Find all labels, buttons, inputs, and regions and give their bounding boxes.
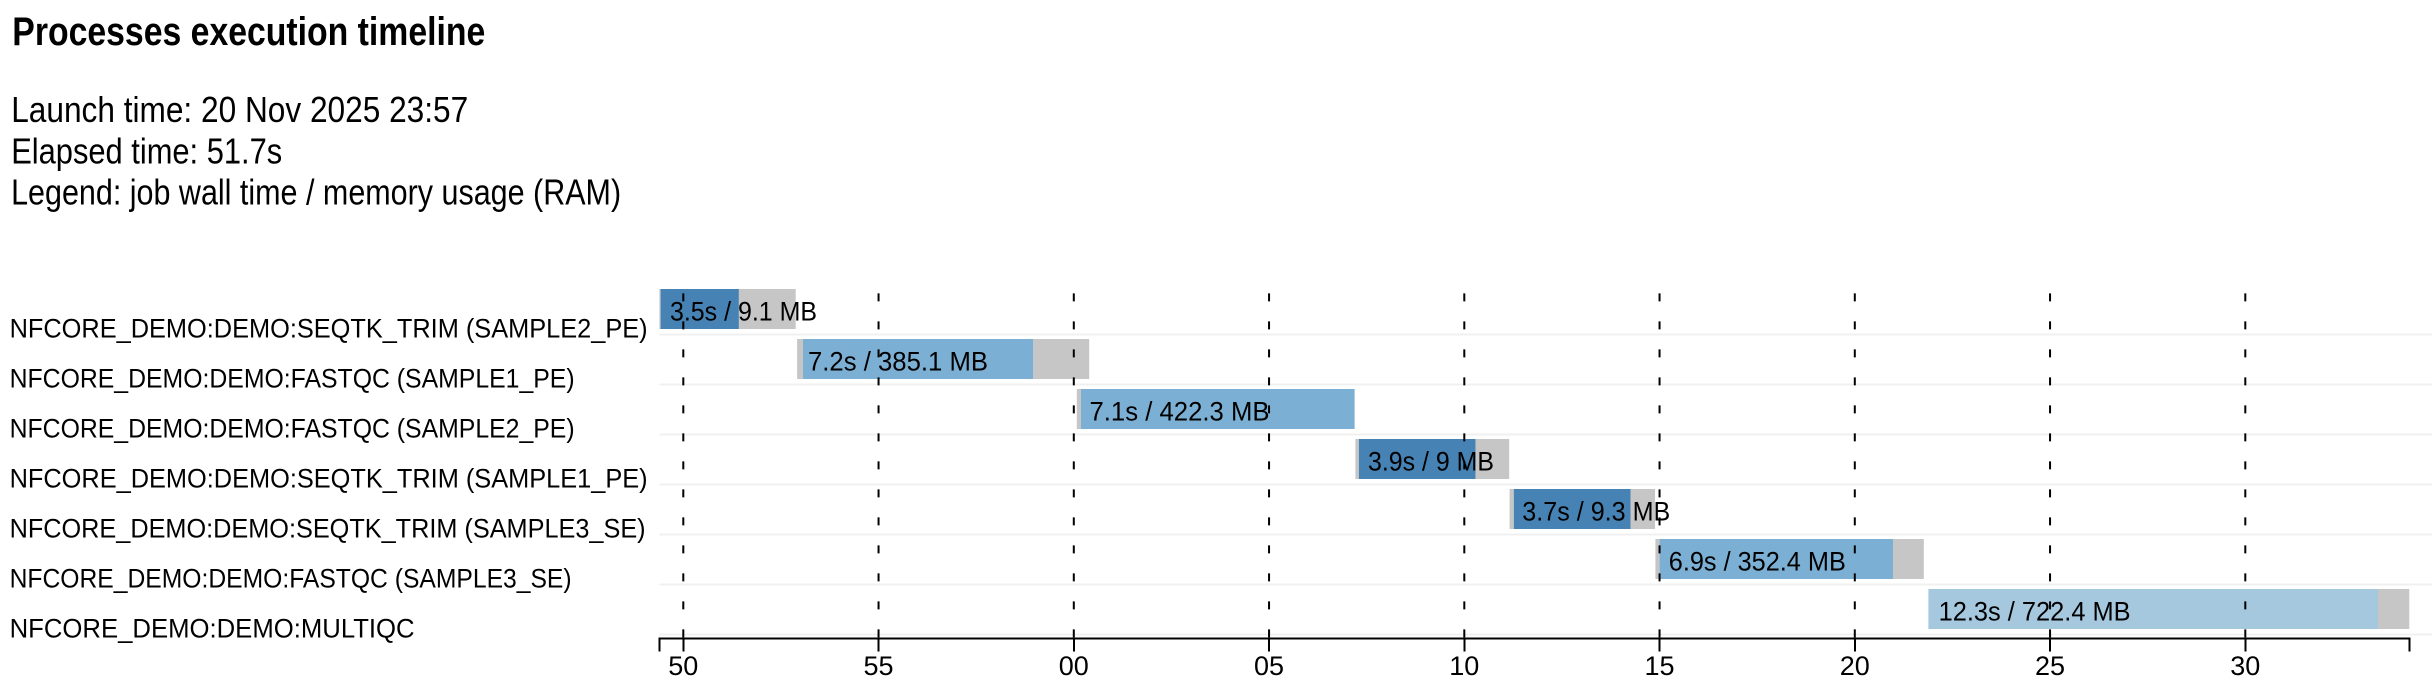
svg-text:NFCORE_DEMO:DEMO:FASTQC (SAMPL: NFCORE_DEMO:DEMO:FASTQC (SAMPLE1_PE) (10, 364, 575, 394)
svg-text:NFCORE_DEMO:DEMO:SEQTK_TRIM (S: NFCORE_DEMO:DEMO:SEQTK_TRIM (SAMPLE1_PE) (10, 464, 648, 494)
svg-text:55: 55 (864, 651, 894, 681)
svg-text:6.9s / 352.4 MB: 6.9s / 352.4 MB (1669, 546, 1846, 576)
svg-text:3.5s / 9.1 MB: 3.5s / 9.1 MB (670, 296, 817, 326)
svg-text:15: 15 (1645, 651, 1675, 681)
svg-text:00: 00 (1059, 651, 1089, 681)
svg-text:Processes execution timeline: Processes execution timeline (12, 10, 485, 54)
svg-text:05: 05 (1254, 651, 1284, 681)
svg-text:25: 25 (2035, 651, 2065, 681)
svg-text:Legend: job wall time / memory: Legend: job wall time / memory usage (RA… (11, 172, 621, 213)
svg-text:NFCORE_DEMO:DEMO:FASTQC (SAMPL: NFCORE_DEMO:DEMO:FASTQC (SAMPLE2_PE) (10, 414, 575, 444)
svg-text:50: 50 (668, 651, 698, 681)
svg-text:10: 10 (1449, 651, 1479, 681)
svg-text:NFCORE_DEMO:DEMO:MULTIQC: NFCORE_DEMO:DEMO:MULTIQC (10, 614, 415, 644)
svg-text:Elapsed time: 51.7s: Elapsed time: 51.7s (11, 130, 282, 171)
svg-text:20: 20 (1840, 651, 1870, 681)
svg-text:NFCORE_DEMO:DEMO:FASTQC (SAMPL: NFCORE_DEMO:DEMO:FASTQC (SAMPLE3_SE) (10, 564, 572, 594)
svg-text:3.7s / 9.3 MB: 3.7s / 9.3 MB (1522, 496, 1670, 526)
svg-text:3.9s / 9 MB: 3.9s / 9 MB (1368, 446, 1494, 476)
svg-text:7.2s / 385.1 MB: 7.2s / 385.1 MB (808, 346, 988, 376)
svg-text:30: 30 (2230, 651, 2260, 681)
svg-text:7.1s / 422.3 MB: 7.1s / 422.3 MB (1090, 396, 1270, 426)
svg-text:NFCORE_DEMO:DEMO:SEQTK_TRIM (S: NFCORE_DEMO:DEMO:SEQTK_TRIM (SAMPLE3_SE) (10, 514, 646, 544)
svg-text:Launch time: 20 Nov 2025 23:57: Launch time: 20 Nov 2025 23:57 (11, 89, 468, 130)
svg-text:NFCORE_DEMO:DEMO:SEQTK_TRIM (S: NFCORE_DEMO:DEMO:SEQTK_TRIM (SAMPLE2_PE) (10, 314, 648, 344)
svg-text:12.3s / 722.4 MB: 12.3s / 722.4 MB (1939, 596, 2131, 626)
